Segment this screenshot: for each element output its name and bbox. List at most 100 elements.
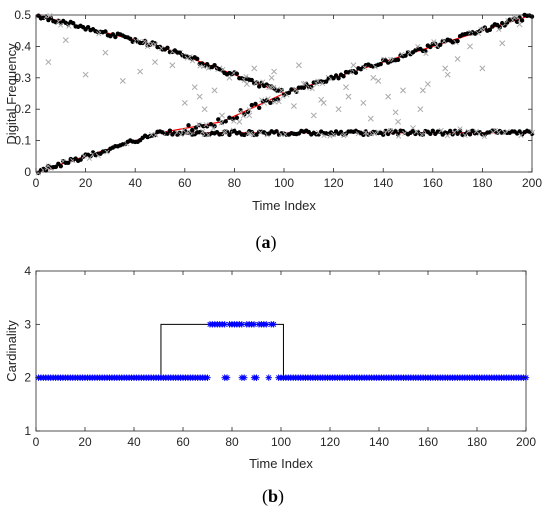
estimate-point [227,132,232,138]
measurement-stroke [399,51,405,57]
estimate-point [271,97,277,103]
estimate-point [363,129,369,134]
x-tick-label: 140 [369,435,389,449]
y-tick-label: 3 [24,317,31,331]
measurement-stroke [518,132,524,139]
estimate-point [103,29,108,34]
estimate-point [430,128,435,133]
measurement-stroke [45,163,51,169]
measurement-stroke [415,44,421,50]
estimate-point [257,84,262,89]
estimate-point [234,71,240,76]
measurement-stroke [219,112,225,119]
estimate-point [467,132,473,137]
measurement-stroke [417,106,424,113]
measurement-stroke [58,22,64,28]
measurement-stroke [431,39,437,45]
measurement-marker [395,118,402,125]
estimate-point [113,34,118,40]
measurement-stroke [451,129,458,135]
measurement-marker [385,93,392,100]
measurement-stroke [243,74,249,80]
measurement-marker [251,65,258,72]
measurement-stroke [82,71,89,78]
chart-b-caption: (b) [262,486,284,507]
measurement-stroke [343,84,349,91]
measurement-stroke [102,49,109,56]
estimate-point [519,18,525,23]
estimate-point [224,129,230,134]
x-tick-label: 180 [467,435,487,449]
measurement-stroke [47,12,53,19]
estimate-point [78,157,83,162]
estimate-point [336,76,341,81]
measurement-marker [45,59,52,66]
x-tick-label: 140 [373,176,393,190]
measurement-stroke [270,84,277,91]
x-tick-label: 160 [423,176,443,190]
measurement-stroke [152,41,158,48]
measurement-stroke [375,77,382,84]
measurement-marker [243,81,250,88]
x-tick-label: 0 [33,176,40,190]
estimate-point [204,61,210,67]
x-tick-label: 80 [228,176,242,190]
measurement-stroke [388,56,394,62]
measurement-stroke [142,38,148,44]
x-tick-label: 0 [33,435,40,449]
estimate-point [208,121,214,127]
measurement-stroke [174,129,180,136]
measurement-stroke [246,107,252,113]
estimate-point [517,129,522,134]
measurement-stroke [178,131,184,138]
measurement-marker [499,40,506,47]
chart-a-x-axis-label: Time Index [252,198,316,213]
measurement-stroke [240,113,246,119]
measurement-stroke [278,87,285,93]
measurement-stroke [481,26,487,32]
chart-a-y-axis-label: Digital Frequency [4,43,19,145]
y-tick-label: 0 [24,165,31,179]
measurement-marker [367,115,374,122]
measurement-stroke [371,130,377,137]
measurement-stroke [302,80,308,87]
measurement-stroke [467,43,473,50]
measurement-stroke [169,62,176,69]
measurement-marker [360,99,367,106]
x-tick-label: 60 [176,435,190,449]
measurement-stroke [62,37,69,44]
measurement-marker [82,71,89,78]
estimate-point [249,77,254,83]
measurement-stroke [45,59,52,66]
measurement-stroke [481,133,487,140]
estimate-stroke [241,375,247,381]
measurement-marker [392,109,399,116]
measurement-stroke [367,115,374,122]
measurement-stroke [191,84,198,91]
estimate-point [257,105,262,110]
estimate-point [275,97,280,102]
measurement-stroke [250,131,257,138]
estimate-point [201,123,206,129]
chart-b-estimates [35,321,530,381]
measurement-stroke [137,68,144,75]
x-tick-label: 40 [129,176,143,190]
measurement-stroke [479,65,486,72]
measurement-stroke [231,70,237,76]
measurement-stroke [56,18,62,24]
measurement-stroke [81,153,87,159]
measurement-stroke [251,65,258,72]
estimate-point [167,128,173,133]
measurement-stroke [201,106,208,113]
estimate-point [338,129,344,135]
x-tick-label: 60 [178,176,192,190]
x-tick-label: 160 [418,435,438,449]
measurement-stroke [342,132,348,138]
measurement-stroke [385,93,392,100]
measurement-marker [335,106,342,113]
estimate-point [53,164,59,170]
measurement-stroke [318,96,325,103]
measurement-marker [236,118,243,125]
measurement-stroke [350,62,357,69]
measurement-marker [370,74,377,81]
